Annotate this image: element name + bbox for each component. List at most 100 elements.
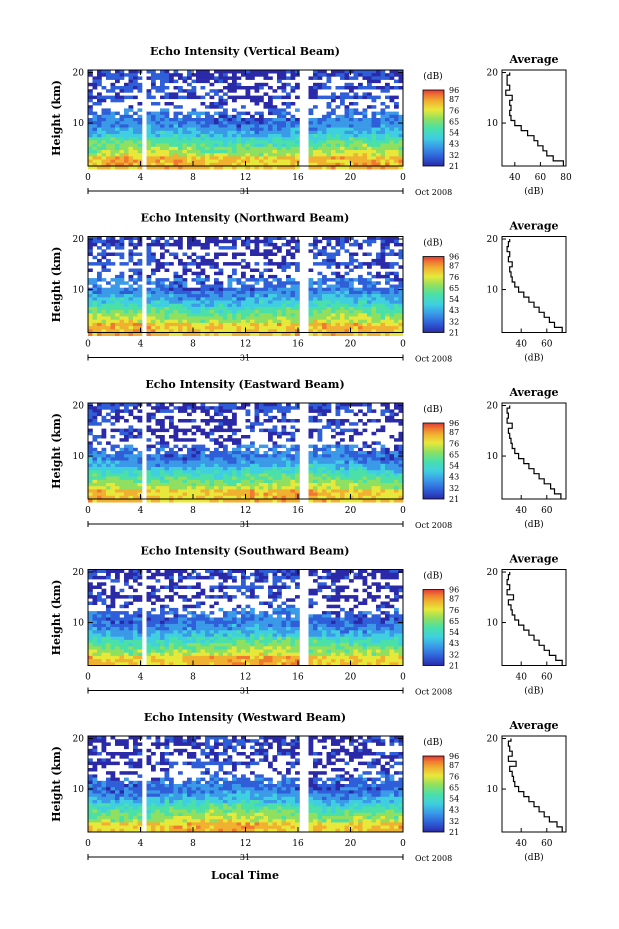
profile-line (506, 239, 563, 333)
month-label: Oct 2008 (415, 521, 452, 530)
y-tick-label: 20 (73, 69, 85, 79)
x-tick-label: 12 (240, 673, 251, 683)
colorbar-tick-label: 54 (449, 129, 459, 138)
panel-3: Echo Intensity (Eastward Beam) 10 20 Height… (50, 378, 567, 530)
colorbar (422, 755, 445, 833)
x-tick-label: 0 (400, 506, 406, 516)
colorbar-unit: (dB) (423, 238, 442, 249)
profile-y-tick-label: 10 (487, 286, 499, 296)
profile-x-tick-label: 60 (541, 340, 553, 350)
profile-line (505, 72, 564, 166)
colorbar-tick-label: 87 (449, 761, 459, 770)
profile-frame (501, 236, 567, 333)
profile-title: Average (508, 53, 558, 66)
profile-x-label: (dB) (524, 186, 543, 197)
x-tick-label: 0 (85, 673, 91, 683)
x-tick-label: 0 (400, 673, 406, 683)
colorbar-tick-label: 96 (449, 253, 459, 262)
profile-x-tick-label: 60 (541, 506, 553, 516)
x-tick-label: 0 (85, 506, 91, 516)
colorbar-tick-label: 96 (449, 86, 459, 95)
heatmap-cells (88, 236, 404, 336)
x-tick-label: 0 (85, 340, 91, 350)
colorbar-tick-label: 21 (449, 662, 459, 671)
y-axis-label: Height (km) (50, 580, 63, 656)
x-tick-label: 0 (400, 340, 406, 350)
colorbar-unit: (dB) (423, 71, 442, 82)
y-axis-label: Height (km) (50, 746, 63, 822)
y-tick-label: 10 (73, 286, 85, 296)
profile-x-tick-label: 60 (541, 673, 553, 683)
x-tick-label: 0 (85, 173, 91, 183)
colorbar-tick-label: 54 (449, 462, 459, 471)
x-tick-label: 8 (190, 839, 196, 849)
profile-y-tick-label: 10 (487, 452, 499, 462)
profile-x-tick-label: 40 (515, 673, 527, 683)
colorbar-tick-label: 32 (449, 151, 459, 160)
colorbar-tick-label: 21 (449, 828, 459, 837)
panel-title: Echo Intensity (Westward Beam) (144, 711, 346, 724)
colorbar-tick-label: 87 (449, 95, 459, 104)
profile-y-tick-label: 10 (487, 619, 499, 629)
colorbar-tick-label: 65 (449, 284, 459, 293)
x-tick-label: 0 (400, 839, 406, 849)
day-label: 31 (240, 187, 250, 196)
x-tick-label: 12 (240, 506, 251, 516)
colorbar (422, 422, 445, 500)
profile-x-tick-label: 80 (560, 173, 572, 183)
panel-title: Echo Intensity (Vertical Beam) (150, 45, 340, 58)
profile-x-label: (dB) (524, 353, 543, 364)
x-tick-label: 12 (240, 173, 251, 183)
month-label: Oct 2008 (415, 688, 452, 697)
colorbar-unit: (dB) (423, 737, 442, 748)
day-label: 31 (240, 687, 250, 696)
panel-1: Echo Intensity (Vertical Beam) 10 20 Height… (50, 45, 572, 197)
profile-x-tick-label: 40 (515, 839, 527, 849)
profile-y-tick-label: 10 (487, 119, 499, 129)
colorbar (422, 589, 445, 666)
colorbar-tick-label: 87 (449, 262, 459, 271)
colorbar-tick-label: 43 (449, 473, 459, 482)
colorbar-tick-label: 32 (449, 317, 459, 326)
x-tick-label: 16 (292, 340, 304, 350)
profile-y-tick-label: 20 (487, 235, 499, 245)
y-tick-label: 10 (73, 619, 85, 629)
colorbar-tick-label: 21 (449, 329, 459, 338)
profile-title: Average (508, 386, 558, 399)
colorbar-tick-label: 76 (449, 439, 459, 448)
month-label: Oct 2008 (415, 854, 452, 863)
heatmap-cells (88, 70, 404, 170)
profile-title: Average (508, 220, 558, 233)
colorbar-tick-label: 65 (449, 117, 459, 126)
colorbar-tick-label: 32 (449, 817, 459, 826)
y-tick-label: 10 (73, 785, 85, 795)
x-tick-label: 8 (190, 173, 196, 183)
colorbar-tick-label: 96 (449, 586, 459, 595)
y-axis-label: Height (km) (50, 413, 63, 489)
colorbar-tick-label: 96 (449, 419, 459, 428)
colorbar-tick-label: 65 (449, 617, 459, 626)
month-label: Oct 2008 (415, 355, 452, 364)
x-tick-label: 20 (345, 839, 357, 849)
panel-4: Echo Intensity (Southward Beam) 10 20 Heigh… (50, 545, 567, 697)
colorbar-tick-label: 43 (449, 806, 459, 815)
x-tick-label: 4 (138, 173, 144, 183)
colorbar-tick-label: 96 (449, 752, 459, 761)
profile-frame (501, 569, 567, 666)
x-tick-label: 0 (85, 839, 91, 849)
profile-title: Average (508, 553, 558, 566)
profile-x-tick-label: 40 (515, 340, 527, 350)
heatmap-cells (88, 569, 404, 666)
profile-x-tick-label: 60 (535, 173, 547, 183)
x-tick-label: 8 (190, 506, 196, 516)
colorbar-tick-label: 32 (449, 650, 459, 659)
colorbar-tick-label: 54 (449, 295, 459, 304)
profile-title: Average (508, 719, 558, 732)
x-tick-label: 12 (240, 340, 251, 350)
colorbar (422, 89, 445, 167)
x-tick-label: 12 (240, 839, 251, 849)
colorbar-tick-label: 43 (449, 140, 459, 149)
colorbar-tick-label: 76 (449, 273, 459, 282)
x-tick-label: 16 (292, 173, 304, 183)
